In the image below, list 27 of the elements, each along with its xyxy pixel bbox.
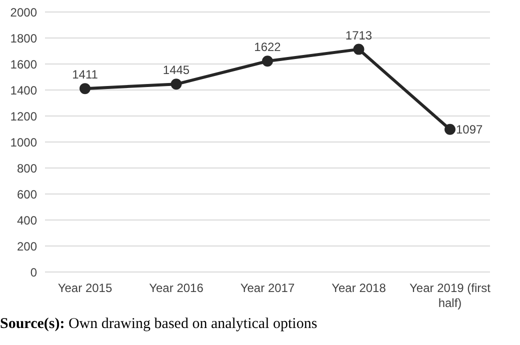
- x-tick-label: Year 2017: [240, 281, 295, 295]
- source-note: Source(s): Own drawing based on analytical options: [0, 316, 318, 333]
- y-tick-label: 200: [16, 239, 38, 254]
- y-tick-label: 1400: [10, 83, 38, 98]
- y-tick-label: 400: [16, 213, 38, 228]
- data-label: 1622: [254, 40, 282, 54]
- y-tick-label: 0: [30, 265, 38, 280]
- point: [353, 44, 364, 55]
- data-label: 1445: [162, 63, 190, 78]
- data-label: 1411: [72, 68, 98, 82]
- y-tick-label: 1800: [10, 31, 38, 46]
- point: [170, 78, 182, 90]
- x-tick-label: Year 2018: [332, 281, 386, 295]
- point: [80, 83, 90, 94]
- x-tick-label: Year 2019 (first half): [410, 281, 492, 310]
- y-tick-label: 2000: [10, 5, 38, 20]
- x-tick-label: Year 2016: [149, 281, 204, 295]
- data-label: 1713: [345, 28, 372, 42]
- y-tick-label: 1600: [10, 57, 38, 72]
- y-tick-label: 1200: [10, 109, 38, 124]
- y-tick-label: 1000: [10, 135, 38, 150]
- y-tick-label: 600: [16, 187, 38, 202]
- y-tick-label: 800: [16, 161, 38, 176]
- point: [444, 124, 456, 135]
- data-label: 1097: [456, 122, 484, 136]
- x-tick-label: Year 2015: [58, 281, 112, 295]
- point: [262, 56, 273, 67]
